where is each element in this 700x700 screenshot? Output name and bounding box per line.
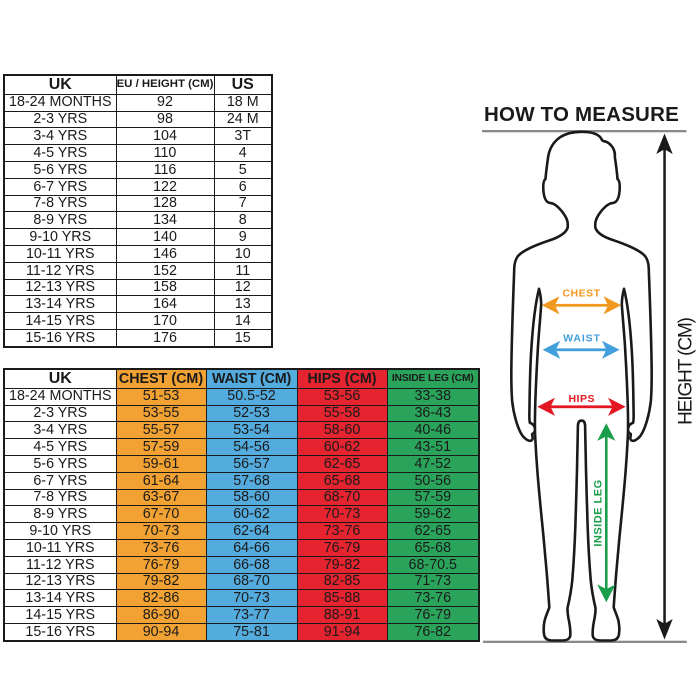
svg-text:CHEST: CHEST: [562, 287, 600, 299]
svg-text:INSIDE LEG: INSIDE LEG: [593, 479, 605, 546]
svg-text:WAIST: WAIST: [563, 333, 601, 345]
svg-text:HIPS: HIPS: [568, 393, 595, 405]
svg-text:HEIGHT (CM): HEIGHT (CM): [676, 317, 697, 425]
